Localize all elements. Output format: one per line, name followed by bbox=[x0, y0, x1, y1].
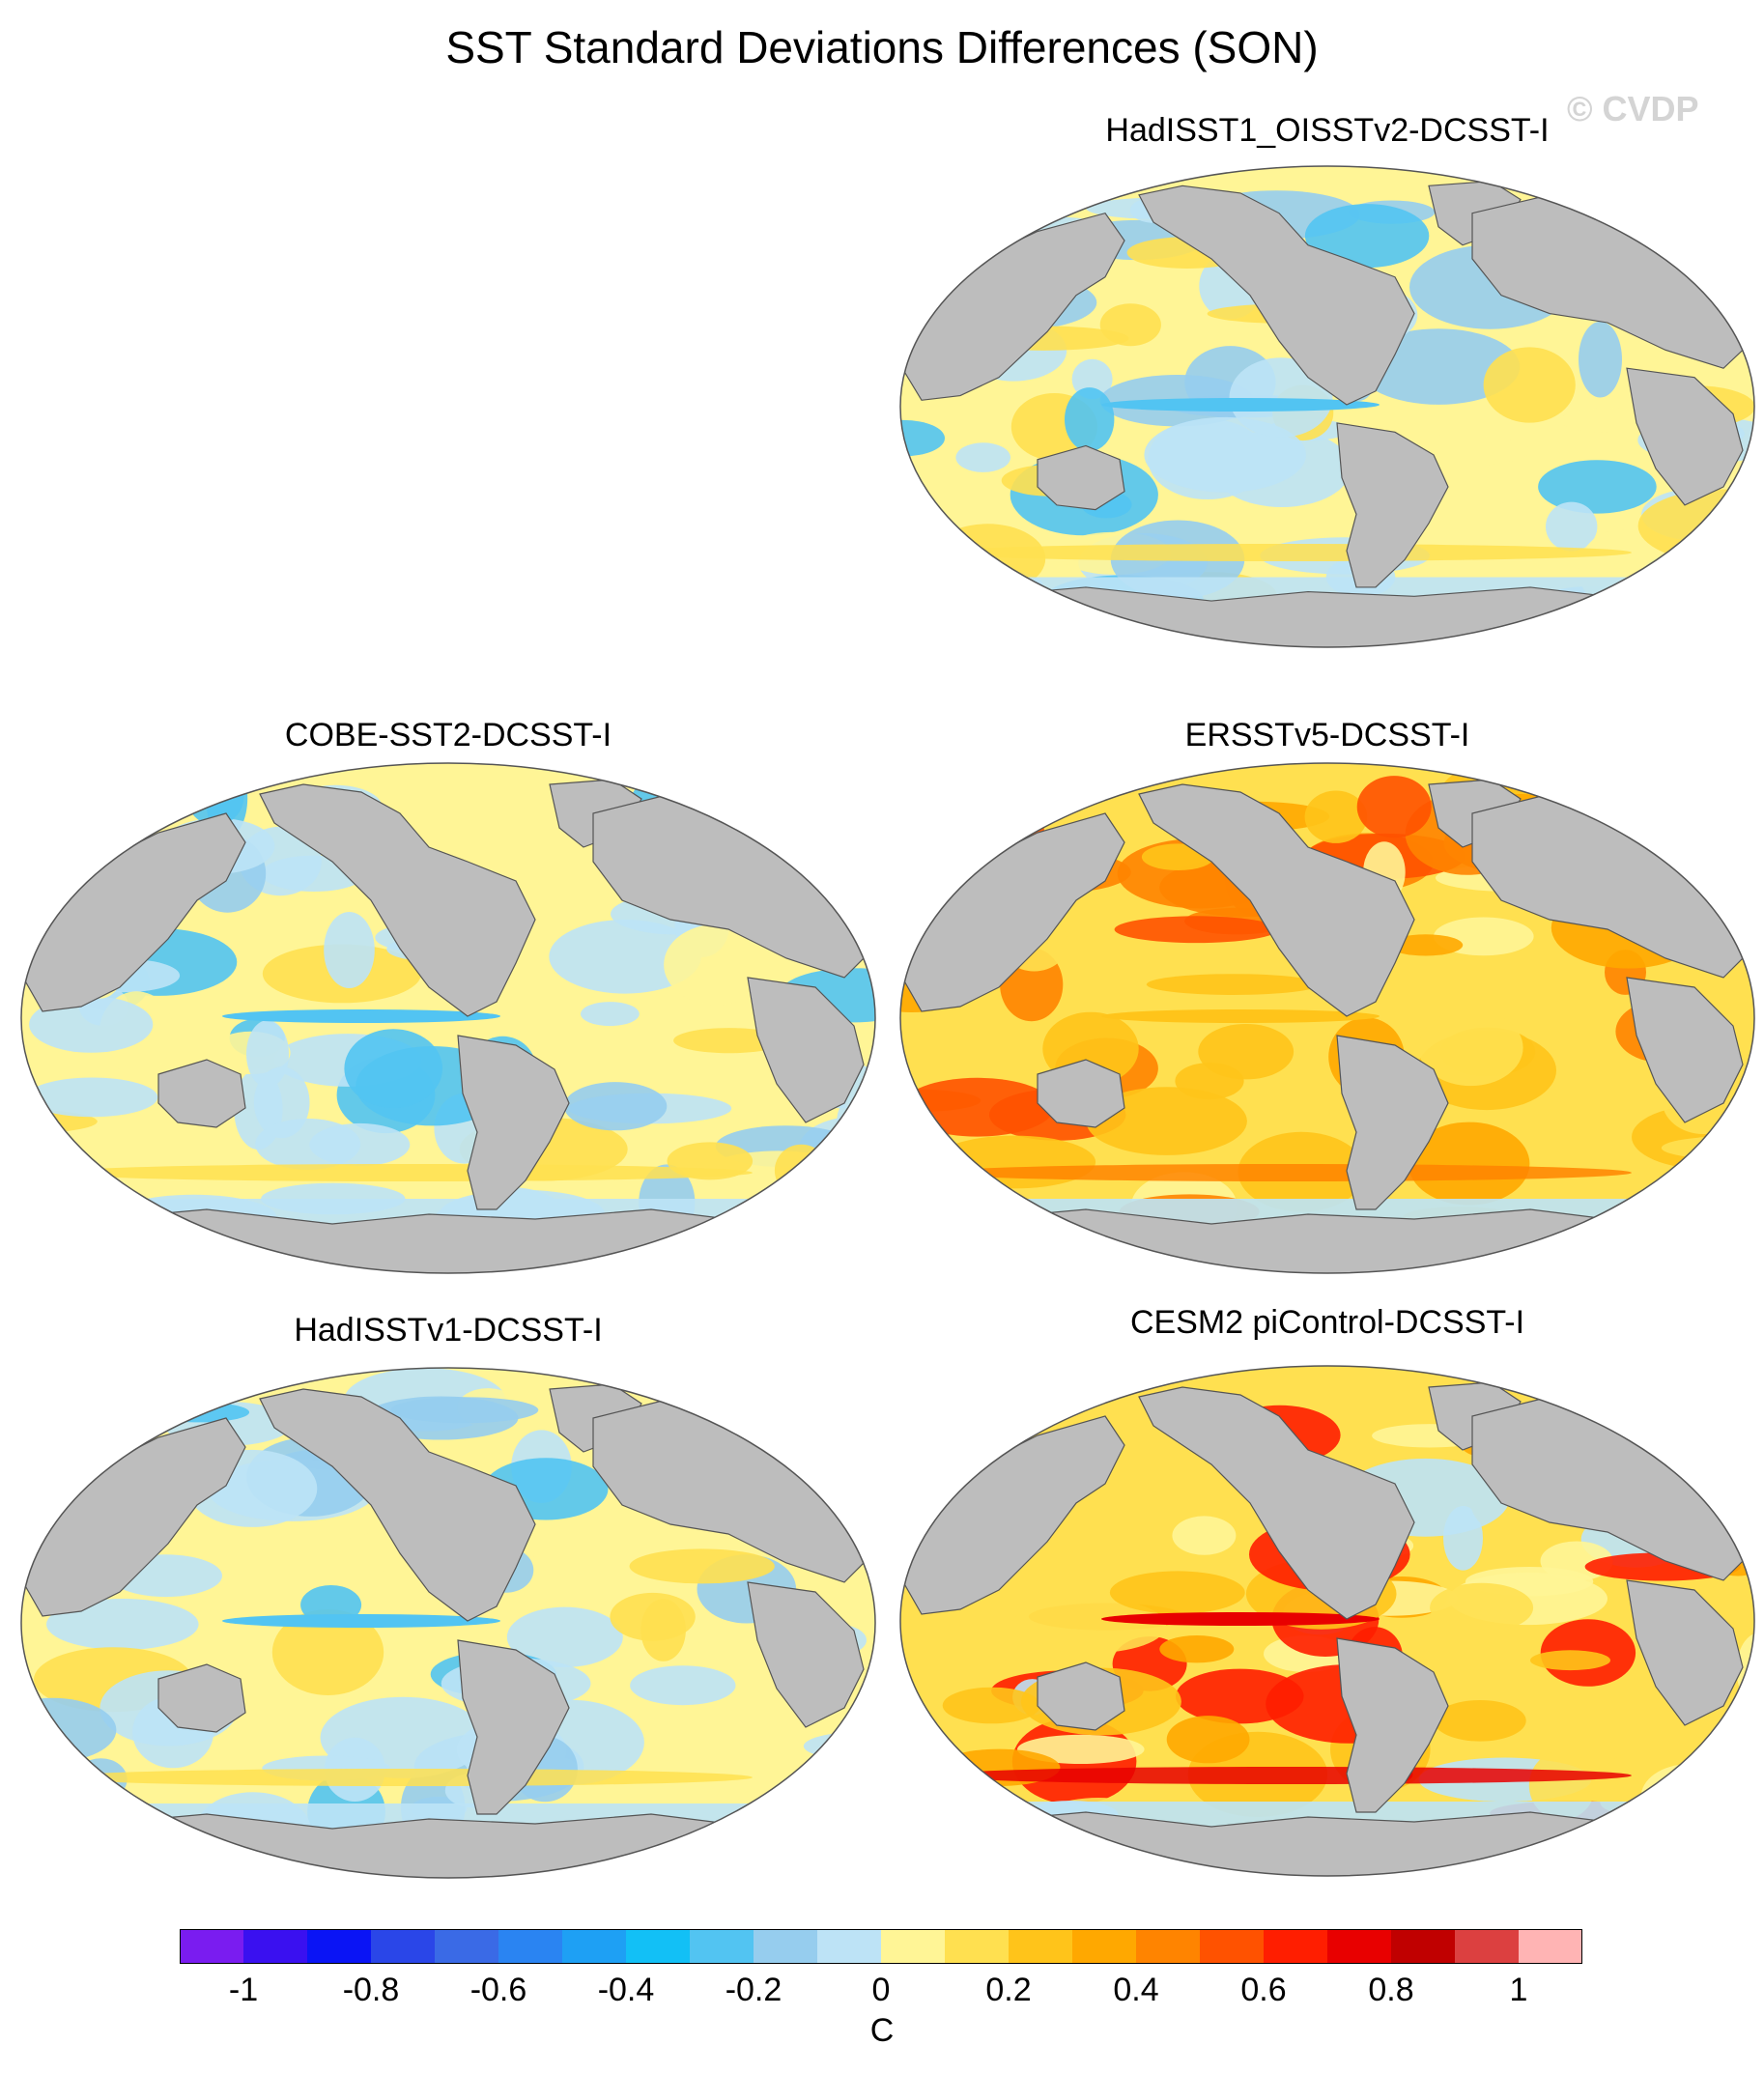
colorbar-swatch bbox=[1391, 1929, 1456, 1964]
colorbar-swatch bbox=[435, 1929, 499, 1964]
land-mass bbox=[1037, 444, 1125, 511]
panel-title: HadISSTv1-DCSST-I bbox=[294, 1312, 603, 1349]
colorbar-swatch bbox=[817, 1929, 882, 1964]
world-map bbox=[899, 762, 1755, 1274]
colorbar-tick-label: 0.4 bbox=[1113, 1972, 1159, 2008]
colorbar-swatch bbox=[1264, 1929, 1328, 1964]
colorbar-swatch bbox=[1136, 1929, 1201, 1964]
map-panel-hadisst1-oisstv2: HadISST1_OISSTv2-DCSST-I bbox=[893, 112, 1762, 653]
colorbar-tick-label: 0.6 bbox=[1240, 1972, 1287, 2008]
land-mass bbox=[1138, 185, 1415, 406]
colorbar-swatch bbox=[1200, 1929, 1265, 1964]
colorbar-tick-label: 0 bbox=[871, 1972, 891, 2008]
colorbar-swatch bbox=[690, 1929, 754, 1964]
land-mass bbox=[1336, 1637, 1449, 1813]
world-map bbox=[899, 165, 1755, 648]
land-mass bbox=[1626, 977, 1744, 1123]
colorbar-swatch bbox=[243, 1929, 308, 1964]
land-mass bbox=[99, 1208, 768, 1273]
land-mass bbox=[1336, 422, 1449, 588]
panel-title: COBE-SST2-DCSST-I bbox=[284, 717, 612, 753]
colorbar-swatch bbox=[945, 1929, 1010, 1964]
colorbar-tick-label: -0.2 bbox=[725, 1972, 782, 2008]
map-panel-cobe-sst2: COBE-SST2-DCSST-I bbox=[14, 717, 883, 1277]
colorbar-swatch bbox=[1455, 1929, 1520, 1964]
land-mass bbox=[157, 1663, 246, 1733]
colorbar-swatch bbox=[1072, 1929, 1137, 1964]
map-panel-cesm2-picontrol: CESM2 piControl-DCSST-I bbox=[893, 1304, 1762, 1884]
colorbar-swatch bbox=[1327, 1929, 1392, 1964]
land-mass bbox=[259, 1388, 536, 1622]
land-mass bbox=[747, 977, 865, 1123]
land-mass bbox=[457, 1035, 570, 1210]
colorbar bbox=[180, 1929, 1582, 1964]
land-mass bbox=[99, 1813, 768, 1878]
colorbar-swatch bbox=[1519, 1929, 1582, 1964]
world-map bbox=[20, 762, 876, 1274]
panel-title: HadISST1_OISSTv2-DCSST-I bbox=[1105, 112, 1550, 149]
colorbar-swatch bbox=[881, 1929, 946, 1964]
land-mass bbox=[259, 783, 536, 1017]
figure-title: SST Standard Deviations Differences (SON… bbox=[445, 22, 1319, 72]
colorbar-swatch bbox=[371, 1929, 436, 1964]
panel-title: ERSSTv5-DCSST-I bbox=[1184, 717, 1470, 753]
colorbar-tick-label: -0.6 bbox=[469, 1972, 527, 2008]
land-mass bbox=[747, 1581, 865, 1728]
colorbar-swatch bbox=[180, 1929, 244, 1964]
colorbar-swatch bbox=[1009, 1929, 1073, 1964]
map-panel-hadisstv1: HadISSTv1-DCSST-I bbox=[14, 1312, 883, 1891]
colorbar-tick-label: -0.8 bbox=[342, 1972, 400, 2008]
land-mass bbox=[1626, 367, 1744, 506]
land-mass bbox=[1626, 1579, 1744, 1726]
colorbar-swatch bbox=[754, 1929, 818, 1964]
world-map bbox=[20, 1367, 876, 1879]
land-mass bbox=[978, 586, 1647, 647]
colorbar-swatch bbox=[562, 1929, 627, 1964]
colorbar-tick-label: 0.8 bbox=[1368, 1972, 1414, 2008]
land-mass bbox=[157, 1059, 246, 1128]
colorbar-tick-label: 0.2 bbox=[985, 1972, 1032, 2008]
land-mass bbox=[978, 1208, 1647, 1273]
land-mass bbox=[978, 1811, 1647, 1876]
colorbar-swatch bbox=[626, 1929, 691, 1964]
watermark-text: © CVDP bbox=[1567, 89, 1699, 128]
colorbar-swatch bbox=[498, 1929, 563, 1964]
land-mass bbox=[1037, 1059, 1125, 1128]
land-mass bbox=[1037, 1661, 1125, 1731]
land-mass bbox=[1138, 783, 1415, 1017]
colorbar-tick-label: 1 bbox=[1509, 1972, 1528, 2008]
world-map bbox=[899, 1365, 1755, 1877]
map-panel-ersstv5: ERSSTv5-DCSST-I bbox=[893, 717, 1762, 1277]
land-mass bbox=[1138, 1386, 1415, 1620]
colorbar-unit-label: C bbox=[869, 2012, 895, 2049]
land-mass bbox=[457, 1639, 570, 1815]
colorbar-tick-label: -0.4 bbox=[597, 1972, 655, 2008]
land-mass bbox=[1336, 1035, 1449, 1210]
panel-title: CESM2 piControl-DCSST-I bbox=[1129, 1304, 1525, 1341]
colorbar-swatch bbox=[307, 1929, 372, 1964]
colorbar-tick-label: -1 bbox=[228, 1972, 259, 2008]
